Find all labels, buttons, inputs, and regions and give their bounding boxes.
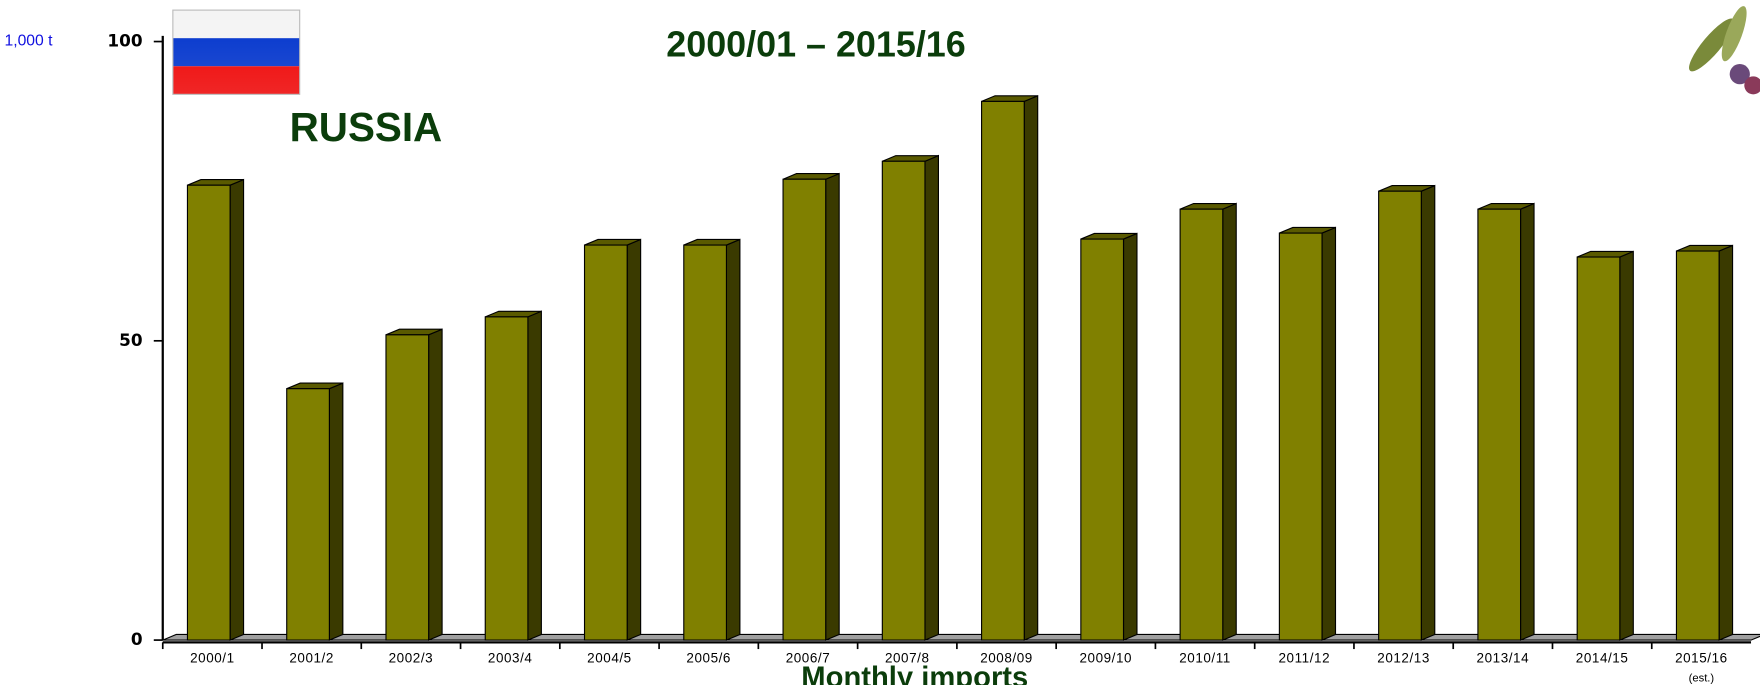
bar [583, 238, 642, 641]
bar [1576, 250, 1634, 641]
chart-subtitle: 2000/01 – 2015/16 [666, 24, 965, 65]
bar [484, 310, 542, 641]
bar-front [186, 184, 231, 641]
bar-front [286, 388, 330, 641]
x-tick-label: 2008/09 [980, 651, 1033, 666]
bar [881, 154, 939, 641]
bar-front [1278, 232, 1323, 641]
bar-front [981, 100, 1025, 641]
x-axis-label: Monthly imports [801, 662, 1028, 685]
bar-front [782, 178, 827, 641]
bar [286, 382, 344, 641]
x-tick-label: 2004/5 [587, 651, 632, 666]
bar [1179, 202, 1237, 641]
bar-side [1122, 232, 1138, 641]
bar-side [229, 178, 245, 641]
bar-front [1675, 250, 1720, 641]
bar-side [1420, 184, 1436, 641]
x-tick-label: 2005/6 [686, 651, 731, 666]
bar-side [1619, 250, 1634, 641]
bar-front [1477, 208, 1522, 641]
bar-front [1576, 256, 1621, 641]
bar-front [1080, 238, 1125, 641]
bar-side [725, 238, 741, 641]
x-tick-label: 2006/7 [786, 651, 831, 666]
bar-front [484, 316, 529, 641]
bar-side [825, 172, 840, 641]
x-tick-label: 2009/10 [1079, 651, 1132, 666]
bar [683, 238, 741, 641]
x-tick-label: 2007/8 [885, 651, 930, 666]
unit-label: 1,000 t [4, 33, 53, 50]
bar-front [683, 244, 727, 641]
bar-front [1179, 208, 1224, 641]
plot: 0 50 100 2000/1 2001/2 2002/3 2003/4 2004/5 2005… [107, 31, 1760, 685]
category-note: (est.) [1689, 673, 1715, 685]
x-tick-label: 2012/13 [1377, 651, 1430, 666]
bar [1675, 244, 1734, 641]
bar-front [583, 244, 628, 641]
bar-side [527, 310, 542, 641]
x-tick-label: 2002/3 [389, 651, 434, 666]
bar-side [1520, 202, 1535, 641]
bar [1477, 202, 1535, 641]
x-tick-label: 2011/12 [1279, 651, 1331, 666]
bar-side [428, 328, 443, 641]
bar-front [1378, 190, 1422, 641]
y-tick-label: 0 [131, 629, 143, 649]
bar [385, 328, 443, 641]
x-tick-label: 2015/16 [1675, 651, 1728, 666]
bar [782, 172, 840, 641]
y-tick-label: 50 [119, 330, 142, 350]
bar-side [1023, 94, 1039, 641]
bar-front [881, 160, 926, 641]
bar-side [1321, 226, 1337, 641]
bar [981, 94, 1039, 641]
x-tick-label: 2001/2 [289, 651, 334, 666]
bar-side [328, 382, 344, 641]
x-tick-label: 2000/1 [190, 651, 235, 666]
flag [172, 9, 301, 95]
bar [186, 178, 245, 641]
bar [1080, 232, 1138, 641]
bar-side [924, 154, 939, 641]
y-tick-label: 100 [107, 31, 142, 51]
x-tick-label: 2013/14 [1477, 651, 1530, 666]
bar-side [1718, 244, 1734, 641]
olive-decoration [1689, 6, 1760, 95]
bar [1278, 226, 1337, 641]
bar [1378, 184, 1436, 641]
x-tick-label: 2010/11 [1179, 651, 1231, 666]
country-label: RUSSIA [290, 104, 443, 150]
x-tick-label: 2014/15 [1576, 651, 1629, 666]
bar-front [385, 334, 430, 641]
bar-side [1222, 202, 1237, 641]
bar-side [626, 238, 642, 641]
x-tick-label: 2003/4 [488, 651, 533, 666]
